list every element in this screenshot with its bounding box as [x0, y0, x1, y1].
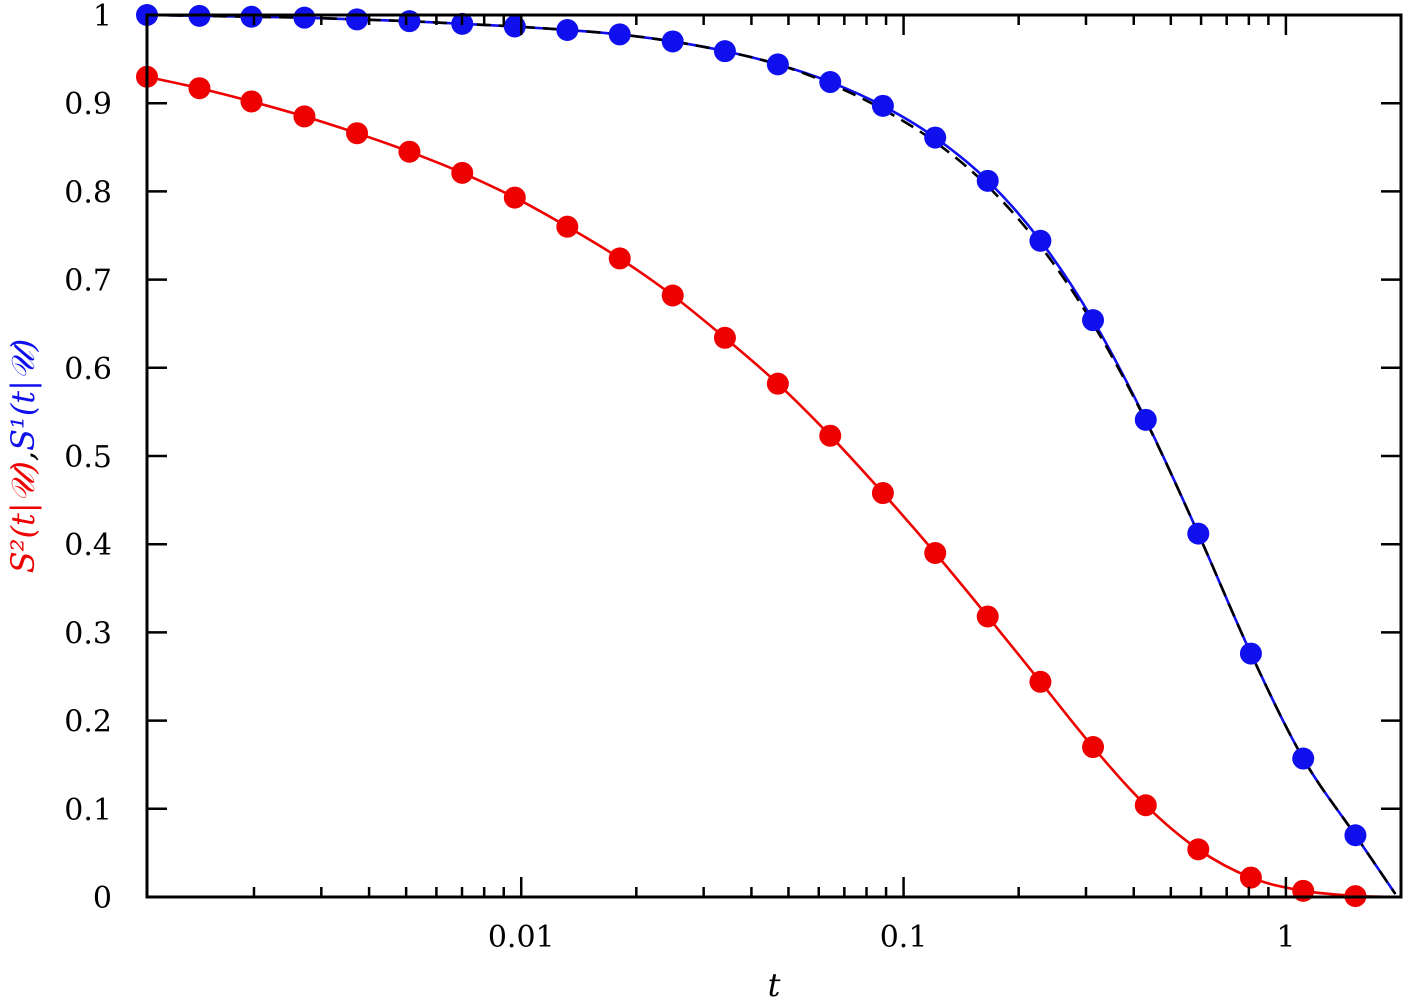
series-1-point [1239, 866, 1262, 889]
series-1-point [346, 122, 369, 145]
series-1-point [398, 140, 421, 163]
curves-layer [146, 13, 1397, 899]
markers-layer [136, 4, 1367, 908]
series-1-point [766, 372, 789, 395]
series-2-point [1029, 229, 1052, 252]
series-2-point [1134, 408, 1157, 431]
series-2-point [1082, 309, 1105, 332]
series-2-point [398, 10, 421, 33]
x-tick-label: 0.01 [488, 920, 555, 955]
series-1-point [924, 542, 947, 565]
x-tick-label: 1 [1276, 920, 1295, 955]
series-1-point [240, 90, 263, 113]
series-2-point [819, 71, 842, 94]
series-1-point [976, 605, 999, 628]
series-2-point [1344, 824, 1367, 847]
y-tick-label: 0 [93, 881, 112, 916]
series-2-point [976, 169, 999, 192]
y-axis-label-blue: S¹(t|𝒰) [4, 339, 42, 451]
series-2-line [146, 13, 1397, 895]
y-tick-label: 0.7 [64, 264, 112, 299]
series-1-point [451, 161, 474, 184]
y-tick-label: 0.4 [64, 528, 112, 563]
series-1-point [871, 482, 894, 505]
y-tick-label: 0.8 [64, 175, 112, 210]
tick-labels-layer: 0 0.1 0.2 0.3 0.4 0.5 0.6 0.7 0.8 0.9 1 0.01 0.1 1 [64, 0, 1295, 955]
series-1-point [1082, 736, 1105, 759]
series-2-point [240, 5, 263, 28]
series-1-point [713, 326, 736, 349]
series-2-point [661, 30, 684, 53]
plot-frame [145, 13, 1403, 899]
y-tick-label: 0.5 [64, 440, 112, 475]
series-2-point [871, 94, 894, 117]
series-2-point [713, 40, 736, 63]
y-tick-label: 0.9 [64, 87, 112, 122]
series-1-point [1134, 794, 1157, 817]
y-tick-label: 0.1 [64, 793, 112, 828]
ticks-layer [147, 13, 1403, 899]
y-tick-label: 0.3 [64, 616, 112, 651]
y-tick-label: 0.2 [64, 705, 112, 740]
series-1-point [819, 424, 842, 447]
series-1-point [503, 186, 526, 209]
series-1-point [188, 77, 211, 100]
series-2-point [1292, 747, 1315, 770]
series-1-line [146, 75, 1396, 899]
y-axis-label-red: S²(t|𝒰) [4, 461, 42, 573]
series-1-point [293, 105, 316, 128]
series-2-point [1239, 642, 1262, 665]
x-tick-label: 0.1 [880, 920, 928, 955]
x-axis-label: t [768, 966, 781, 1000]
series-2-point [766, 53, 789, 76]
series-2-point [556, 18, 579, 41]
series-1-point [661, 284, 684, 307]
series-1-point [1292, 879, 1315, 902]
y-axis-label-separator: , [4, 451, 42, 461]
series-2-point [293, 6, 316, 29]
series-2-point [608, 23, 631, 46]
reference-dashed-line [146, 13, 1397, 895]
y-tick-label: 0.6 [64, 352, 112, 387]
series-1-point [1029, 670, 1052, 693]
series-1-point [608, 247, 631, 270]
series-2-point [924, 126, 947, 149]
series-1-point [556, 215, 579, 238]
series-2-point [503, 15, 526, 38]
y-tick-label: 1 [93, 0, 112, 34]
series-1-point [1187, 838, 1210, 861]
y-axis-label: S²(t|𝒰),S¹(t|𝒰) [4, 339, 42, 574]
series-2-point [1187, 522, 1210, 545]
series-2-point [346, 8, 369, 31]
